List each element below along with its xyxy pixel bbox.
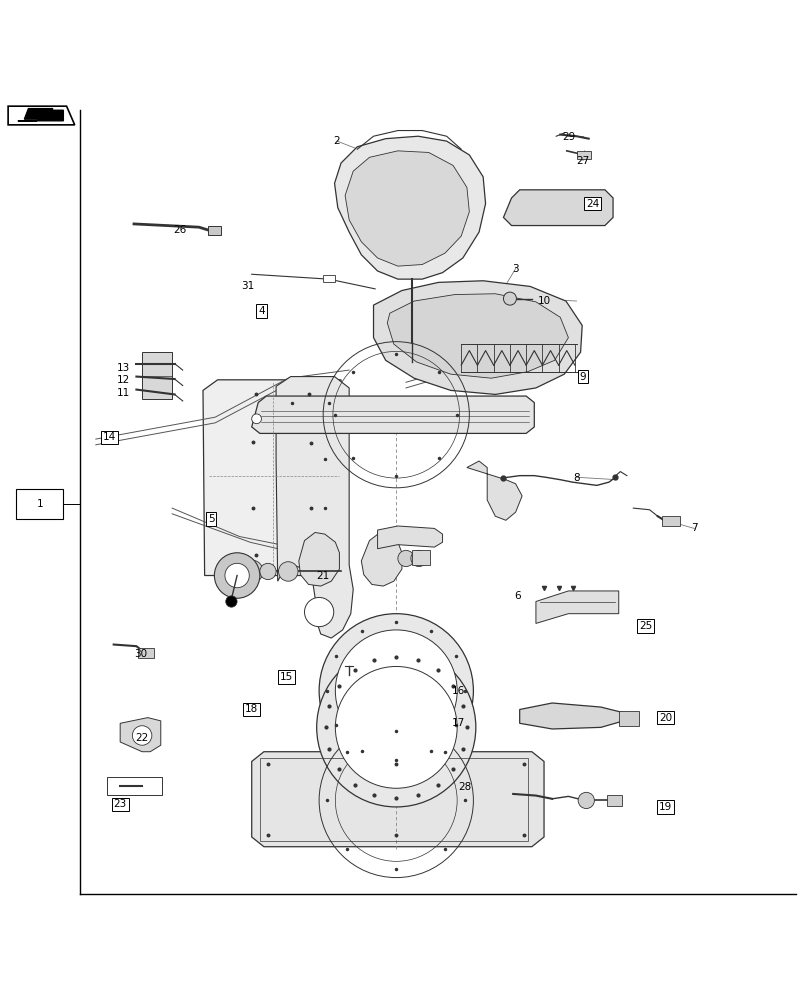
Text: 22: 22 (135, 733, 148, 743)
Text: 4: 4 (258, 306, 264, 316)
Text: 24: 24 (586, 199, 599, 209)
Circle shape (316, 648, 475, 807)
Polygon shape (519, 703, 623, 729)
Text: 18: 18 (245, 704, 258, 714)
Text: 11: 11 (117, 388, 130, 398)
Text: 21: 21 (316, 571, 329, 581)
Circle shape (319, 614, 473, 768)
Circle shape (410, 550, 427, 567)
Circle shape (260, 563, 276, 580)
Text: 30: 30 (134, 649, 147, 659)
Bar (661, 516, 679, 526)
Polygon shape (298, 532, 339, 586)
Polygon shape (8, 106, 75, 125)
Text: 10: 10 (537, 296, 550, 306)
Text: 28: 28 (457, 782, 470, 792)
Text: 5: 5 (208, 514, 214, 524)
Circle shape (503, 292, 516, 305)
Polygon shape (377, 526, 442, 549)
Polygon shape (24, 109, 53, 119)
Text: 16: 16 (452, 686, 465, 696)
Text: 2: 2 (333, 136, 340, 146)
Polygon shape (535, 591, 618, 623)
Text: 9: 9 (579, 372, 586, 382)
Polygon shape (466, 461, 521, 520)
Text: 3: 3 (512, 264, 518, 274)
Text: 17: 17 (452, 718, 465, 728)
Text: 6: 6 (514, 591, 521, 601)
Text: 7: 7 (690, 523, 697, 533)
Text: 29: 29 (561, 132, 574, 142)
Polygon shape (18, 110, 63, 121)
Text: 14: 14 (103, 432, 116, 442)
Circle shape (132, 726, 152, 745)
Bar (16, 489, 63, 519)
Text: 12: 12 (117, 375, 130, 385)
Text: 19: 19 (659, 802, 672, 812)
Polygon shape (251, 396, 534, 433)
Polygon shape (276, 377, 353, 638)
Bar (607, 795, 621, 806)
Text: 23: 23 (114, 799, 127, 809)
Circle shape (278, 562, 298, 581)
Circle shape (335, 666, 457, 788)
Circle shape (304, 597, 333, 627)
Text: 31: 31 (241, 281, 254, 291)
Polygon shape (203, 380, 341, 576)
Text: 27: 27 (576, 156, 589, 166)
Circle shape (225, 563, 249, 588)
Polygon shape (120, 718, 161, 752)
Circle shape (225, 596, 237, 607)
Circle shape (397, 550, 414, 567)
Bar (208, 226, 221, 235)
Circle shape (335, 630, 457, 752)
Bar (576, 151, 590, 159)
Polygon shape (345, 151, 469, 266)
Bar (323, 275, 335, 282)
Text: 15: 15 (280, 672, 293, 682)
Polygon shape (412, 550, 430, 565)
Text: 25: 25 (638, 621, 651, 631)
Polygon shape (387, 294, 568, 378)
Text: 1: 1 (36, 499, 43, 509)
Circle shape (577, 792, 594, 809)
Bar (138, 648, 154, 658)
Text: 26: 26 (174, 225, 187, 235)
Text: 8: 8 (573, 473, 579, 483)
Bar (107, 777, 162, 795)
Polygon shape (334, 136, 485, 279)
Text: 13: 13 (117, 363, 130, 373)
Bar (618, 711, 638, 726)
Polygon shape (361, 532, 401, 586)
Circle shape (240, 560, 263, 583)
Polygon shape (373, 281, 581, 394)
Polygon shape (251, 752, 543, 847)
Text: 20: 20 (659, 713, 672, 723)
Circle shape (251, 414, 261, 424)
Polygon shape (503, 190, 612, 226)
Polygon shape (142, 352, 172, 398)
Circle shape (214, 553, 260, 598)
